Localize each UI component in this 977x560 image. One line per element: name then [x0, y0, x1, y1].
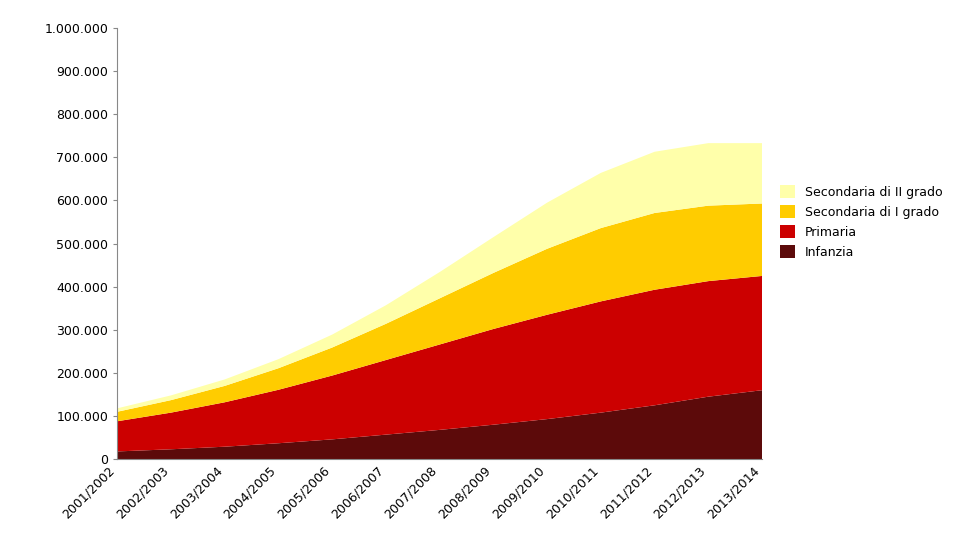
Legend: Secondaria di II grado, Secondaria di I grado, Primaria, Infanzia: Secondaria di II grado, Secondaria di I …	[775, 180, 948, 264]
